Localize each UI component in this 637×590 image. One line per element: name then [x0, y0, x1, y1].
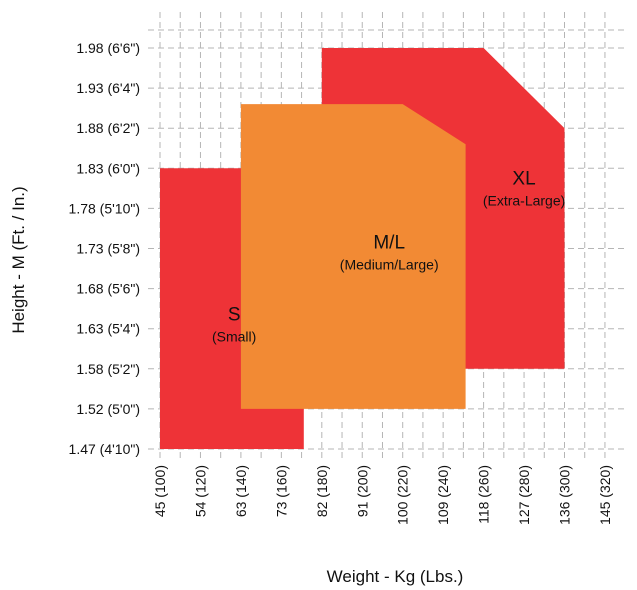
y-tick-label: 1.78 (5'10")	[69, 200, 140, 216]
x-tick-label: 54 (120)	[192, 465, 208, 517]
x-tick-label: 118 (260)	[476, 465, 492, 524]
y-tick-label: 1.68 (5'6")	[76, 281, 140, 297]
x-tick-label: 109 (240)	[435, 465, 451, 525]
y-tick-label: 1.83 (6'0")	[76, 160, 140, 176]
zone-xl-sublabel: (Extra-Large)	[483, 192, 565, 208]
zone-s-sublabel: (Small)	[212, 329, 256, 345]
y-axis-title: Height - M (Ft. / In.)	[9, 186, 28, 333]
x-tick-label: 82 (180)	[314, 465, 330, 517]
zone-ml	[240, 104, 466, 409]
x-tick-label: 136 (300)	[557, 465, 573, 525]
x-tick-label: 63 (140)	[233, 465, 249, 517]
x-axis-ticks: 45 (100) 54 (120) 63 (140) 73 (160) 82 (180)…	[152, 465, 613, 525]
y-axis-ticks: 1.47 (4'10") 1.52 (5'0") 1.58 (5'2") 1.63 (…	[69, 40, 140, 457]
zone-labels: XL (Extra-Large) S (Small) M/L (Medium/Large)	[212, 168, 565, 344]
x-tick-label: 145 (320)	[597, 465, 613, 525]
y-tick-label: 1.58 (5'2")	[76, 361, 140, 377]
zone-xl-label: XL	[512, 168, 535, 189]
x-axis-title: Weight - Kg (Lbs.)	[327, 567, 464, 586]
x-tick-label: 73 (160)	[273, 465, 289, 517]
y-tick-label: 1.73 (5'8")	[76, 241, 140, 257]
x-tick-label: 45 (100)	[152, 465, 168, 517]
x-tick-label: 100 (220)	[395, 465, 411, 525]
size-zones	[160, 48, 565, 450]
y-tick-label: 1.52 (5'0")	[76, 401, 140, 417]
y-tick-label: 1.93 (6'4")	[76, 80, 140, 96]
x-tick-label: 127 (280)	[516, 465, 532, 525]
zone-s-label: S	[228, 305, 241, 326]
y-tick-label: 1.88 (6'2")	[76, 120, 140, 136]
y-tick-label: 1.63 (5'4")	[76, 321, 140, 337]
zone-ml-sublabel: (Medium/Large)	[340, 257, 439, 273]
y-tick-label: 1.98 (6'6")	[76, 40, 140, 56]
zone-ml-label: M/L	[373, 233, 405, 254]
x-tick-label: 91 (200)	[354, 465, 370, 517]
y-tick-label: 1.47 (4'10")	[69, 441, 140, 457]
